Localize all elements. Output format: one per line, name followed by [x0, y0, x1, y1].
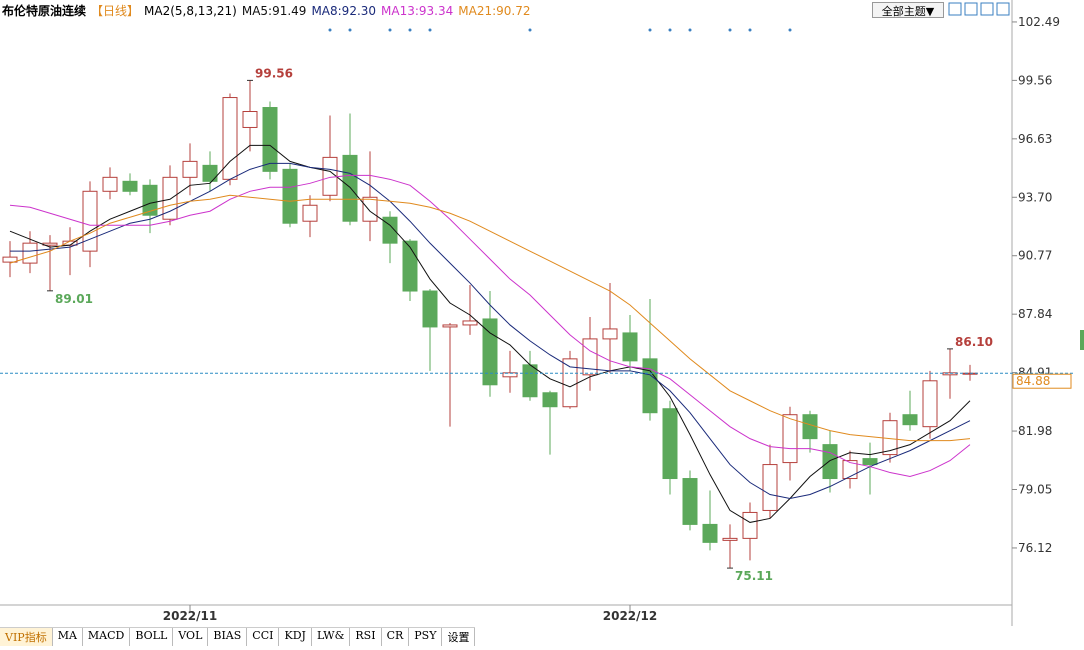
annotation: 89.01 [55, 292, 93, 306]
candle-body [302, 204, 318, 222]
candle-body [742, 511, 758, 539]
candle-body [602, 328, 618, 340]
candle-body [842, 460, 858, 480]
candle-body [522, 364, 538, 398]
tab[interactable]: CR [382, 628, 410, 646]
candle-body [542, 392, 558, 408]
legend: MA5:91.49 MA8:92.30 MA13:93.34 MA21:90.72 [242, 4, 536, 18]
candle-body [82, 190, 98, 252]
indicator-tabs: VIP指标 MA MACD BOLL VOL BIAS CCI KDJ LW& RSI CR PSY 设… [0, 627, 476, 646]
candle-body [782, 414, 798, 464]
title: 布伦特原油连续 [2, 4, 87, 18]
candle-body [682, 478, 698, 525]
tab[interactable]: PSY [409, 628, 443, 646]
y-tick-label: 76.12 [1018, 541, 1052, 555]
tab[interactable]: CCI [247, 628, 280, 646]
candle-body [262, 107, 278, 172]
tab[interactable]: BOLL [130, 628, 174, 646]
tab[interactable]: KDJ [279, 628, 312, 646]
candle-body [282, 168, 298, 224]
legend-entry: MA5:91.49 [241, 4, 307, 18]
chart: 102.4999.5696.6393.7090.7787.8484.9181.9… [0, 0, 1084, 626]
candle-body [382, 216, 398, 244]
x-tick-label: 2022/12 [603, 609, 657, 623]
candle-body [122, 180, 138, 192]
annotation: 75.11 [735, 569, 773, 583]
indicator: MA2(5,8,13,21) [144, 4, 237, 18]
y-tick-label: 93.70 [1018, 190, 1052, 204]
tab[interactable]: 设置 [442, 628, 476, 646]
y-tick-label: 87.84 [1018, 307, 1052, 321]
tab[interactable]: MA [53, 628, 83, 646]
candle-body [662, 408, 678, 480]
last-price-label: 84.88 [1016, 374, 1050, 388]
ma-line [9, 174, 971, 478]
ma-line [9, 144, 971, 523]
side-marker [1080, 330, 1084, 350]
toolbar-icons[interactable] [948, 2, 1010, 16]
header: 布伦特原油连续 【日线】 MA2(5,8,13,21) MA5:91.49 MA8:92… [2, 2, 541, 19]
tab[interactable]: BIAS [208, 628, 248, 646]
y-tick-label: 90.77 [1018, 249, 1052, 263]
candle-body [922, 380, 938, 428]
y-tick-label: 99.56 [1018, 73, 1052, 87]
tab[interactable]: RSI [350, 628, 382, 646]
y-tick-label: 96.63 [1018, 132, 1052, 146]
legend-entry: MA21:90.72 [458, 4, 531, 18]
y-tick-label: 102.49 [1018, 15, 1060, 29]
tab[interactable]: MACD [83, 628, 131, 646]
candle-body [562, 358, 578, 408]
candle-body [362, 196, 378, 222]
candle-body [862, 458, 878, 466]
y-tick-label: 81.98 [1018, 424, 1052, 438]
candle-body [762, 464, 778, 511]
tab[interactable]: VIP指标 [0, 628, 53, 646]
candle-body [802, 414, 818, 440]
theme-dropdown[interactable]: 全部主题▼ [872, 2, 944, 18]
tab[interactable]: LW& [312, 628, 351, 646]
candle-body [182, 160, 198, 178]
tab[interactable]: VOL [173, 628, 209, 646]
annotation: 99.56 [255, 66, 293, 80]
candle-body [822, 444, 838, 480]
candle-body [322, 156, 338, 196]
candle-body [442, 324, 458, 328]
ma-line [10, 162, 971, 499]
candle-body [242, 111, 258, 128]
legend-entry: MA8:92.30 [311, 4, 377, 18]
candle-body [342, 154, 358, 222]
candle-body [642, 358, 658, 414]
event-markers [328, 28, 792, 32]
candle-body [622, 332, 638, 362]
candle-body [22, 242, 38, 264]
period: 【日线】 [91, 4, 140, 18]
candle-body [702, 523, 718, 543]
candle-body [902, 414, 918, 426]
legend-entry: MA13:93.34 [381, 4, 454, 18]
candle-body [462, 320, 478, 326]
candle-body [422, 290, 438, 328]
candle-body [722, 537, 738, 541]
candle-body [102, 176, 118, 192]
x-tick-label: 2022/11 [163, 609, 217, 623]
ma-line [9, 194, 971, 442]
annotation: 86.10 [955, 335, 993, 349]
candle-body [162, 176, 178, 220]
y-tick-label: 79.05 [1018, 483, 1052, 497]
candle-body [2, 256, 18, 263]
candle-body [142, 184, 158, 216]
candle-body [402, 240, 418, 292]
candle-body [202, 164, 218, 182]
last-price-box [1012, 373, 1072, 389]
